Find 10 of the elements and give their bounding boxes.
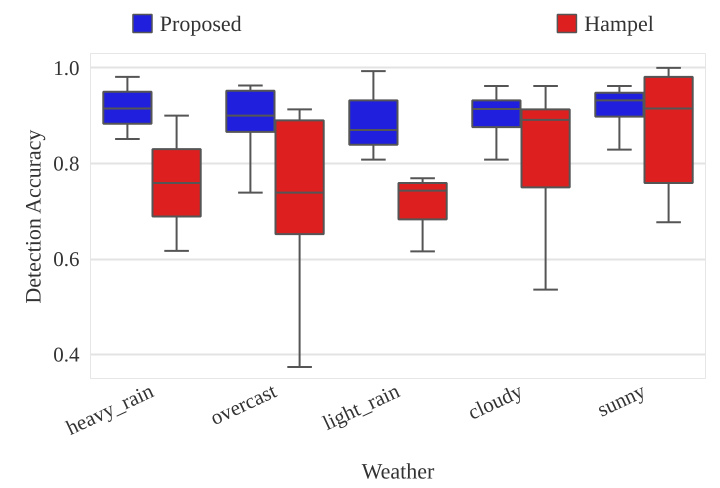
x-axis-title: Weather	[362, 458, 436, 484]
legend-label: Proposed	[160, 11, 242, 36]
y-tick-label: 0.8	[53, 151, 80, 176]
y-axis-title: Detection Accuracy	[20, 130, 46, 304]
y-tick-label: 1.0	[53, 56, 80, 80]
x-tick-label: cloudy	[464, 378, 527, 425]
x-tick-label: sunny	[593, 378, 650, 422]
y-tick-label: 0.6	[53, 247, 80, 272]
y-tick-label: 0.4	[53, 342, 80, 367]
legend-label: Hampel	[584, 11, 654, 36]
